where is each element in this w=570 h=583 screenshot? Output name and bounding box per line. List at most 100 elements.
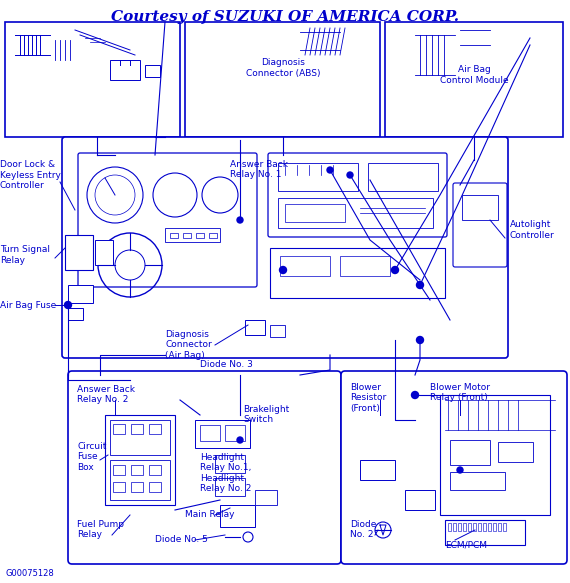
Bar (405, 490, 435, 510)
Bar (448, 523, 451, 531)
Bar (468, 523, 471, 531)
Bar (453, 523, 456, 531)
Circle shape (237, 437, 243, 443)
Bar (360, 460, 395, 480)
Bar (488, 523, 491, 531)
Bar (149, 465, 161, 475)
Bar (368, 163, 438, 191)
Text: Diode No. 3: Diode No. 3 (200, 360, 253, 369)
Text: Headlight
Relay No.1,
Headlight
Relay No. 2: Headlight Relay No.1, Headlight Relay No… (200, 453, 251, 493)
Circle shape (237, 217, 243, 223)
Bar (245, 320, 265, 335)
Text: Air Bag Fuse: Air Bag Fuse (0, 300, 56, 310)
Text: Diagnosis
Connector (ABS): Diagnosis Connector (ABS) (246, 58, 320, 78)
Circle shape (417, 282, 424, 289)
Text: Diagnosis
Connector
(Air Bag): Diagnosis Connector (Air Bag) (165, 330, 211, 360)
Text: ECM/PCM: ECM/PCM (445, 540, 487, 549)
Circle shape (457, 467, 463, 473)
Bar (196, 233, 204, 238)
Bar (195, 420, 250, 448)
Bar (255, 490, 277, 505)
FancyBboxPatch shape (62, 137, 508, 358)
Bar (131, 424, 143, 434)
Bar (149, 424, 161, 434)
Bar (110, 460, 170, 500)
Bar (113, 482, 125, 492)
Text: Fuel Pump
Relay: Fuel Pump Relay (77, 520, 124, 539)
Text: Answer Back
Relay No. 2: Answer Back Relay No. 2 (77, 385, 135, 405)
Text: Blower Motor
Relay (Front): Blower Motor Relay (Front) (430, 383, 490, 402)
Bar (385, 22, 563, 137)
Bar (65, 235, 93, 270)
Bar (145, 65, 160, 77)
Circle shape (347, 172, 353, 178)
Bar (113, 465, 125, 475)
FancyBboxPatch shape (78, 153, 257, 287)
Text: Blower
Resistor
(Front): Blower Resistor (Front) (350, 383, 386, 413)
Text: Courtesy of SUZUKI OF AMERICA CORP.: Courtesy of SUZUKI OF AMERICA CORP. (111, 10, 459, 24)
Text: Diode
No. 2: Diode No. 2 (350, 520, 376, 539)
Bar (149, 482, 161, 492)
Text: G00075128: G00075128 (5, 569, 54, 578)
Bar (209, 233, 217, 238)
Text: Autolight
Controller: Autolight Controller (510, 220, 555, 240)
Bar (462, 195, 498, 220)
Bar (110, 60, 140, 80)
Circle shape (417, 336, 424, 343)
Bar (440, 395, 550, 515)
Bar (131, 482, 143, 492)
Text: Diode No. 5: Diode No. 5 (155, 535, 208, 544)
Bar (445, 520, 525, 545)
Bar (493, 523, 496, 531)
Bar (183, 233, 191, 238)
Text: Door Lock &
Keyless Entry
Controller: Door Lock & Keyless Entry Controller (0, 160, 61, 190)
FancyBboxPatch shape (453, 183, 507, 267)
Bar (215, 478, 245, 496)
Bar (185, 22, 380, 137)
Bar (450, 440, 490, 465)
Bar (463, 523, 466, 531)
Bar (278, 163, 358, 191)
Bar (5, 22, 180, 137)
Bar (200, 425, 220, 441)
Bar (458, 523, 461, 531)
Bar (215, 455, 245, 473)
Circle shape (327, 167, 333, 173)
Bar (270, 248, 445, 298)
Bar (68, 285, 93, 303)
Text: Air Bag
Control Module: Air Bag Control Module (439, 65, 508, 85)
Bar (105, 415, 175, 505)
Circle shape (392, 266, 398, 273)
Bar (95, 240, 113, 265)
Text: Answer Back
Relay No. 1: Answer Back Relay No. 1 (230, 160, 288, 180)
Bar (498, 442, 533, 462)
Text: Brakelight
Switch: Brakelight Switch (243, 405, 289, 424)
Bar (220, 505, 255, 527)
Text: Turn Signal
Relay: Turn Signal Relay (0, 245, 50, 265)
Bar (478, 523, 481, 531)
Bar (170, 233, 178, 238)
Bar (113, 424, 125, 434)
FancyBboxPatch shape (341, 371, 567, 564)
Bar (131, 465, 143, 475)
Bar (278, 198, 433, 228)
Circle shape (412, 392, 418, 399)
Bar (165, 228, 220, 242)
Bar (483, 523, 486, 531)
Bar (270, 325, 285, 337)
Bar (473, 523, 476, 531)
Bar (68, 308, 83, 320)
Bar (340, 256, 390, 276)
Bar (498, 523, 501, 531)
Bar (285, 204, 345, 222)
Bar (280, 256, 330, 276)
Circle shape (279, 266, 287, 273)
FancyBboxPatch shape (68, 371, 341, 564)
Bar (450, 472, 505, 490)
Circle shape (64, 301, 71, 308)
FancyBboxPatch shape (268, 153, 447, 237)
Text: Circuit
Fuse
Box: Circuit Fuse Box (77, 442, 107, 472)
Text: Main Relay: Main Relay (185, 510, 234, 519)
Bar (225, 425, 245, 441)
Bar (110, 420, 170, 455)
